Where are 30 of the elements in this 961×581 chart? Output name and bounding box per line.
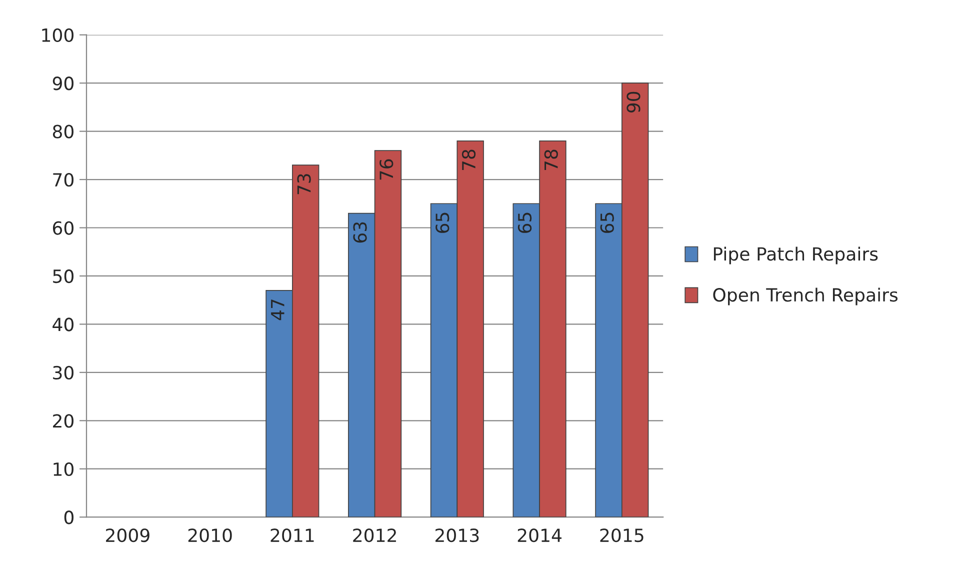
x-tick-label: 2014 [518,528,562,542]
y-tick-label: 40 [52,318,74,332]
y-tick-label: 100 [42,28,74,42]
legend-label: Pipe Patch Repairs [714,246,878,264]
x-tick-label: 2011 [270,528,314,542]
y-tick-label: 80 [52,124,74,138]
data-label: 73 [297,174,311,194]
legend-label: Open Trench Repairs [713,288,898,306]
x-tick-label: 2009 [106,528,150,542]
data-label: 90 [626,92,640,112]
data-label: 65 [600,212,614,233]
data-label: 78 [544,150,558,170]
data-label: 47 [271,300,284,320]
y-tick-label: 70 [53,172,74,187]
y-tick-label: 30 [53,366,74,380]
y-tick-label: 0 [64,510,74,524]
x-tick-label: 2012 [353,528,396,542]
data-label: 78 [462,150,476,170]
x-tick-label: 2013 [436,528,479,542]
y-tick-label: 10 [54,462,74,476]
y-tick-label: 50 [53,269,74,284]
data-label: 65 [436,212,450,233]
data-label: 76 [380,159,394,180]
x-tick-label: 2010 [188,528,232,542]
data-label: 63 [353,222,367,243]
data-label: 65 [518,212,532,233]
y-tick-label: 90 [52,76,74,90]
x-tick-label: 2015 [600,528,644,542]
y-tick-label: 60 [52,221,74,235]
y-tick-label: 20 [53,414,74,428]
